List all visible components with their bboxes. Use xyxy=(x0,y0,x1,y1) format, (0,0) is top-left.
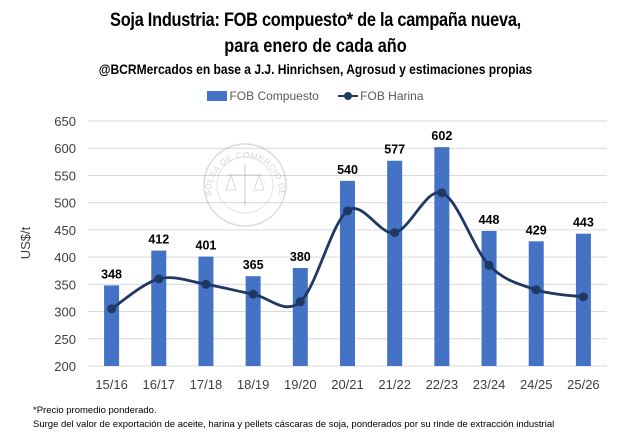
bar-22-23 xyxy=(434,147,450,366)
bar-value-label: 348 xyxy=(101,267,122,281)
y-tick-label: 250 xyxy=(54,332,76,347)
x-tick-label: 21/22 xyxy=(378,377,411,392)
bar-18-19 xyxy=(245,276,261,366)
bar-value-label: 429 xyxy=(526,223,547,237)
bar-value-label: 401 xyxy=(196,239,217,253)
x-tick-label: 25/26 xyxy=(567,377,600,392)
y-axis-label: US$/t xyxy=(18,226,33,259)
y-tick-label: 350 xyxy=(54,277,76,292)
y-tick-label: 450 xyxy=(54,223,76,238)
fob-harina-points xyxy=(107,188,588,314)
x-tick-label: 23/24 xyxy=(473,377,506,392)
fob-harina-point-25-26 xyxy=(578,292,588,302)
legend-item-fob-harina: FOB Harina xyxy=(338,89,424,103)
watermark-scales-icon xyxy=(225,173,265,191)
bar-17-18 xyxy=(198,256,214,366)
y-tick-label: 650 xyxy=(54,114,76,129)
fob-harina-point-24-25 xyxy=(531,285,541,295)
fob-harina-point-17-18 xyxy=(201,279,211,289)
legend-label: FOB Harina xyxy=(360,89,424,103)
bar-value-label: 540 xyxy=(337,163,358,177)
chart-subtitle: @BCRMercados en base a J.J. Hinrichsen, … xyxy=(98,61,533,77)
bar-value-label: 412 xyxy=(148,233,169,247)
fob-harina-point-16-17 xyxy=(154,274,164,284)
bar-value-label: 602 xyxy=(431,129,452,143)
y-axis-ticks: 200 250 300 350 400 450 500 550 600 650 xyxy=(54,114,76,374)
fob-harina-point-21-22 xyxy=(390,228,400,238)
legend-item-fob-compuesto: FOB Compuesto xyxy=(207,89,319,103)
bar-value-label: 380 xyxy=(290,250,311,264)
fob-harina-point-18-19 xyxy=(248,289,258,299)
fob-harina-point-19-20 xyxy=(295,297,305,307)
x-tick-label: 20/21 xyxy=(331,377,364,392)
footnote-2: Surge del valor de exportación de aceite… xyxy=(33,419,555,430)
legend-bar-swatch-icon xyxy=(207,91,228,101)
chart-title-line2: para enero de cada año xyxy=(224,36,407,57)
bar-21-22 xyxy=(387,160,403,366)
bar-value-label: 448 xyxy=(479,213,500,227)
x-tick-label: 16/17 xyxy=(142,377,175,392)
bar-15-16 xyxy=(104,285,120,366)
y-tick-label: 400 xyxy=(54,250,76,265)
bar-19-20 xyxy=(292,268,308,366)
bar-data-labels: 348 412 401 365 380 540 577 602 448 429 443 xyxy=(101,129,594,281)
bar-16-17 xyxy=(151,250,167,366)
fob-harina-point-15-16 xyxy=(107,304,117,314)
y-tick-label: 600 xyxy=(54,141,76,156)
x-tick-label: 15/16 xyxy=(95,377,128,392)
x-tick-label: 18/19 xyxy=(237,377,270,392)
bar-value-label: 365 xyxy=(243,258,264,272)
x-axis-ticks: 15/16 16/17 17/18 18/19 19/20 20/21 21/22 22/23… xyxy=(95,377,599,392)
footnote-1: *Precio promedio ponderado. xyxy=(33,405,157,416)
y-tick-label: 300 xyxy=(54,305,76,320)
y-tick-label: 550 xyxy=(54,168,76,183)
bar-value-label: 577 xyxy=(384,143,405,157)
x-tick-label: 24/25 xyxy=(520,377,553,392)
fob-harina-point-23-24 xyxy=(484,260,494,270)
x-tick-label: 22/23 xyxy=(426,377,459,392)
fob-harina-point-22-23 xyxy=(437,188,447,198)
legend-label: FOB Compuesto xyxy=(229,89,319,103)
y-tick-label: 500 xyxy=(54,196,76,211)
bar-value-label: 443 xyxy=(573,216,594,230)
legend-line-marker-icon xyxy=(338,91,359,101)
bar-24-25 xyxy=(528,241,544,366)
fob-harina-point-20-21 xyxy=(343,206,352,216)
legend: FOB Compuesto FOB Harina xyxy=(0,89,631,104)
watermark-seal: BOLSA DE COMERCIO DE ROSARIO xyxy=(0,0,287,227)
x-tick-label: 17/18 xyxy=(190,377,223,392)
watermark-inner-ring xyxy=(216,156,274,214)
bar-23-24 xyxy=(481,230,497,366)
x-tick-label: 19/20 xyxy=(284,377,317,392)
bar-20-21 xyxy=(340,180,355,366)
watermark-outer-ring xyxy=(203,143,287,227)
bars xyxy=(104,147,591,366)
watermark-text: BOLSA DE COMERCIO DE ROSARIO xyxy=(0,0,287,200)
y-tick-label: 200 xyxy=(54,359,76,374)
chart-title: Soja Industria: FOB compuesto* de la cam… xyxy=(110,10,521,31)
